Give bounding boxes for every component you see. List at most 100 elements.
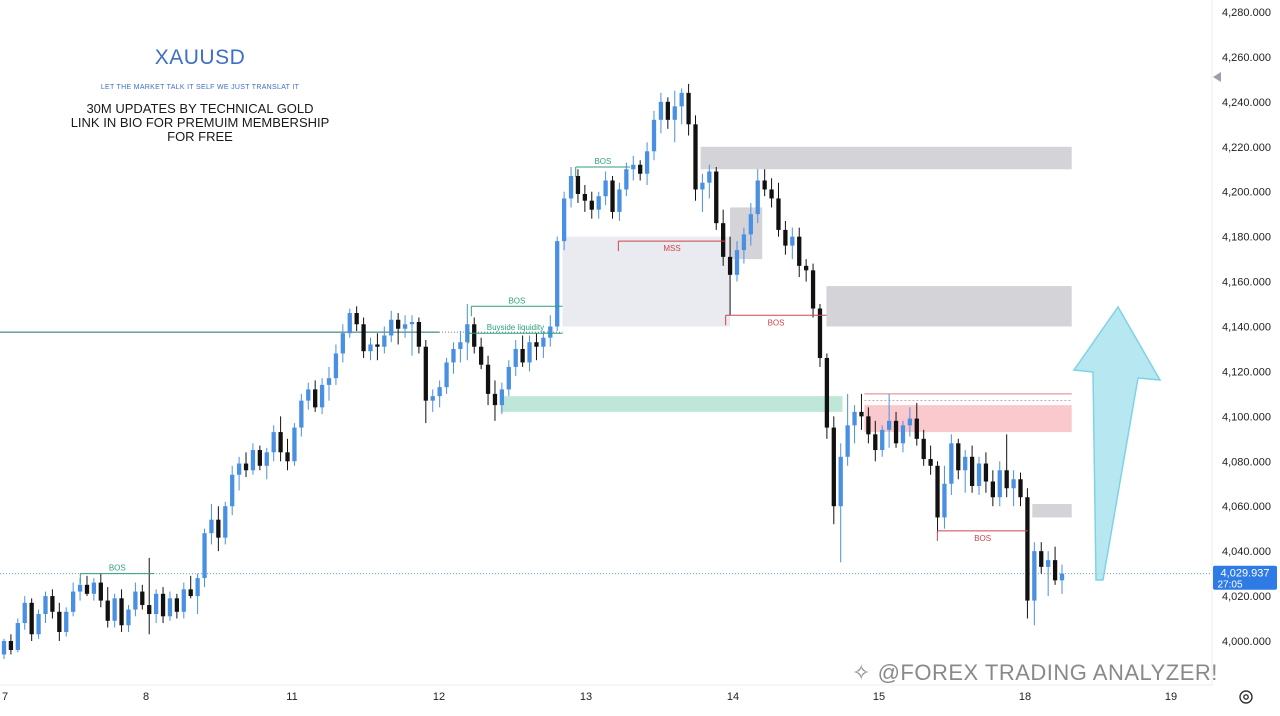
neutral-zone [700, 146, 1072, 170]
candle-body [313, 389, 318, 408]
candle-body [382, 335, 387, 347]
candle [465, 304, 470, 361]
price-tag-value: 4,029.937 [1221, 568, 1270, 580]
candle-body [416, 322, 422, 347]
annotation-label: MSS [663, 244, 680, 253]
candle-body [942, 483, 947, 518]
candle-body [755, 180, 760, 215]
candle [935, 461, 940, 534]
candle [734, 241, 740, 282]
candle-body [790, 236, 795, 246]
candle [84, 575, 90, 597]
candle-body [824, 357, 830, 428]
candle [285, 438, 290, 471]
candle-body [15, 623, 20, 650]
candle [181, 582, 186, 619]
annotation-label: BOS [508, 296, 525, 305]
candle [541, 330, 546, 358]
candle [527, 335, 532, 372]
candle-body [783, 229, 788, 246]
candle-body [548, 326, 553, 338]
candle-body [506, 366, 511, 390]
candle-body [29, 602, 34, 635]
symbol-title: XAUUSD [154, 46, 246, 69]
candle [575, 169, 581, 203]
candle [617, 182, 622, 221]
candle-body [43, 596, 48, 615]
candle [430, 389, 435, 412]
candle-body [624, 169, 629, 190]
candle-body [458, 342, 463, 349]
candle [140, 584, 145, 610]
candle-body [617, 189, 622, 212]
candle-body [347, 313, 352, 334]
candle-body [561, 198, 567, 242]
candle [402, 315, 408, 338]
candle [1052, 546, 1058, 585]
candle-body [485, 364, 491, 394]
candle-body [451, 348, 456, 363]
candle-body [250, 450, 256, 471]
y-axis: 4,000.000 4,020.000 4,040.000 4,060.000 4,08… [1211, 0, 1271, 685]
candle [8, 634, 14, 655]
candle [762, 169, 767, 197]
candle-body [838, 456, 843, 507]
candle [610, 175, 615, 219]
candle [1046, 551, 1051, 597]
candle-body [845, 425, 850, 457]
candle [990, 470, 995, 507]
candle [478, 337, 484, 370]
watermark-text: @FOREX TRADING ANALYZER! [877, 660, 1218, 685]
candle [907, 407, 913, 437]
candle-body [319, 384, 325, 408]
candle-body [216, 519, 221, 538]
candle-body [1052, 560, 1058, 581]
promo-line-3: FOR FREE [167, 129, 233, 144]
candle [22, 596, 27, 630]
y-tick-label: 4,180.000 [1222, 232, 1271, 244]
candle [797, 227, 802, 278]
candle [271, 425, 276, 462]
candle-body [527, 342, 532, 363]
candle-body [478, 346, 484, 365]
candles-layer [1, 83, 1065, 659]
candle [1011, 470, 1016, 507]
candle [174, 593, 180, 619]
candle [700, 173, 705, 212]
candle-body [949, 443, 954, 484]
candle [15, 618, 20, 653]
candle [1004, 434, 1009, 498]
candle [1025, 488, 1030, 619]
candle-body [257, 450, 262, 466]
candle [71, 582, 76, 617]
lines-layer [0, 331, 1212, 575]
candle [105, 587, 110, 628]
candle [43, 591, 48, 624]
candle-body [375, 344, 380, 347]
candle [866, 407, 871, 444]
candle [893, 411, 899, 448]
candle-body [686, 92, 691, 125]
gear-icon[interactable] [1238, 689, 1254, 705]
candle [631, 155, 636, 181]
annotation-label: Buyside liquidity [487, 323, 544, 332]
candle [817, 304, 823, 367]
candle-body [520, 348, 525, 363]
candle [1, 638, 7, 659]
candle [444, 357, 449, 394]
candle-body [969, 456, 975, 486]
candle-body [831, 427, 836, 507]
candle-body [472, 324, 477, 347]
x-tick-label: 19 [1165, 691, 1177, 703]
candle-body [886, 420, 892, 430]
candle [292, 423, 297, 466]
candle [278, 416, 283, 462]
chevron-left-icon[interactable] [1212, 72, 1222, 82]
candle-body [299, 400, 304, 428]
y-tick-label: 4,020.000 [1222, 591, 1271, 603]
candle [956, 438, 961, 480]
candle-body [430, 396, 435, 401]
neutral-light-zone [562, 236, 731, 327]
